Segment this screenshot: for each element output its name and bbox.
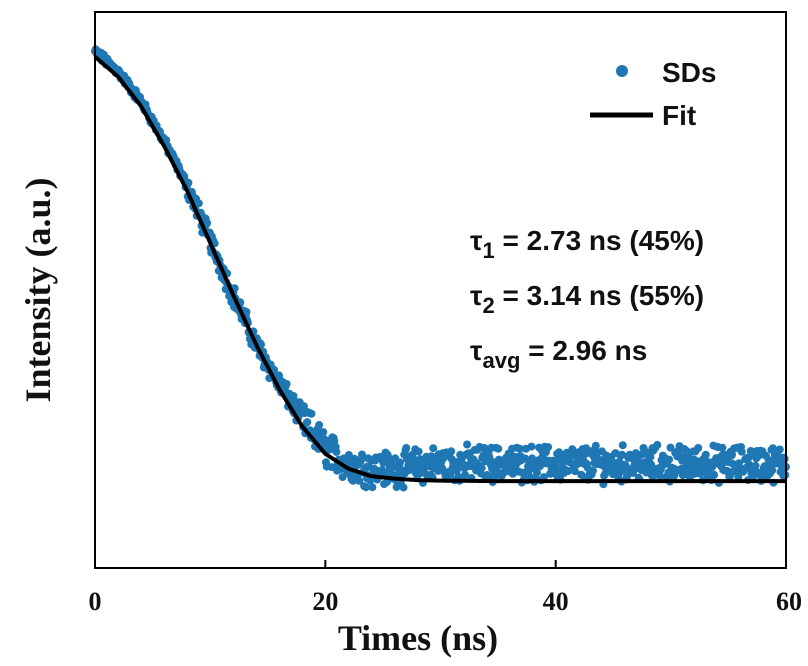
data-point [355,476,364,485]
data-point [194,199,203,208]
data-point [332,447,341,456]
data-point [203,219,212,227]
tau1-annotation: τ1 = 2.73 ns (45%) [470,225,704,263]
legend-sds-label: SDs [662,57,716,88]
tauavg-text: = 2.96 ns [520,335,647,366]
data-point [338,473,347,482]
data-point [618,450,627,459]
data-point [303,418,312,427]
x-axis-title: Times (ns) [338,618,498,658]
tau1-text: = 2.73 ns (45%) [495,225,704,256]
tau2-sub: 2 [483,293,495,318]
data-point [728,450,736,459]
data-point [544,443,553,452]
data-point [580,451,588,460]
tau2-text: = 3.14 ns (55%) [495,280,704,311]
x-ticks: 0 20 40 60 [89,560,802,616]
data-point [653,440,662,449]
tau2-symbol: τ [470,280,483,311]
data-point [775,445,784,454]
tauavg-sub: avg [483,348,521,373]
data-point [710,470,719,479]
data-point [399,483,408,492]
data-point [315,421,324,429]
plot-frame [94,11,787,569]
tau2-annotation: τ2 = 3.14 ns (55%) [470,280,704,318]
data-point [319,428,328,437]
x-tick-label: 0 [89,587,102,616]
data-point [362,483,371,492]
y-axis-title: Intensity (a.u.) [18,177,58,402]
tau1-sub: 1 [483,238,495,263]
data-point [494,444,503,453]
data-point [242,308,251,316]
data-point [718,443,727,452]
data-point [477,464,486,473]
data-point [591,441,600,450]
data-point [184,178,193,187]
data-point [701,450,710,459]
data-point [446,469,455,478]
legend-sds-marker [616,65,628,77]
data-point [447,447,456,456]
data-point [414,447,423,456]
data-point [463,440,472,449]
data-point [768,466,777,475]
data-point [666,443,675,452]
data-point [665,455,674,464]
data-point [646,453,655,462]
data-point [618,441,627,450]
x-tick-label: 60 [776,587,802,616]
tauavg-symbol: τ [470,335,483,366]
data-point [376,452,384,461]
legend-fit-label: Fit [662,100,696,131]
data-point [515,444,524,453]
data-point [282,380,291,388]
data-point [368,483,377,492]
data-point [485,452,494,461]
x-tick-label: 40 [543,587,569,616]
data-point [656,471,665,480]
data-point [694,444,703,452]
data-point [461,471,470,479]
data-point [528,454,537,463]
data-point [396,458,404,467]
tau1-symbol: τ [470,225,483,256]
data-point [307,409,316,418]
data-point [744,453,753,462]
data-point [358,450,366,459]
tauavg-annotation: τavg = 2.96 ns [470,335,647,373]
data-point [527,442,536,451]
data-point [751,461,760,470]
x-tick-label: 20 [312,587,338,616]
legend: SDs Fit [590,57,716,131]
data-point [382,478,391,487]
data-point [571,467,579,476]
data-point [533,468,541,477]
data-point [429,444,438,453]
data-point [402,444,411,452]
data-point [737,447,746,456]
data-point [589,466,597,475]
fit-line [93,55,786,484]
data-point [780,455,789,463]
